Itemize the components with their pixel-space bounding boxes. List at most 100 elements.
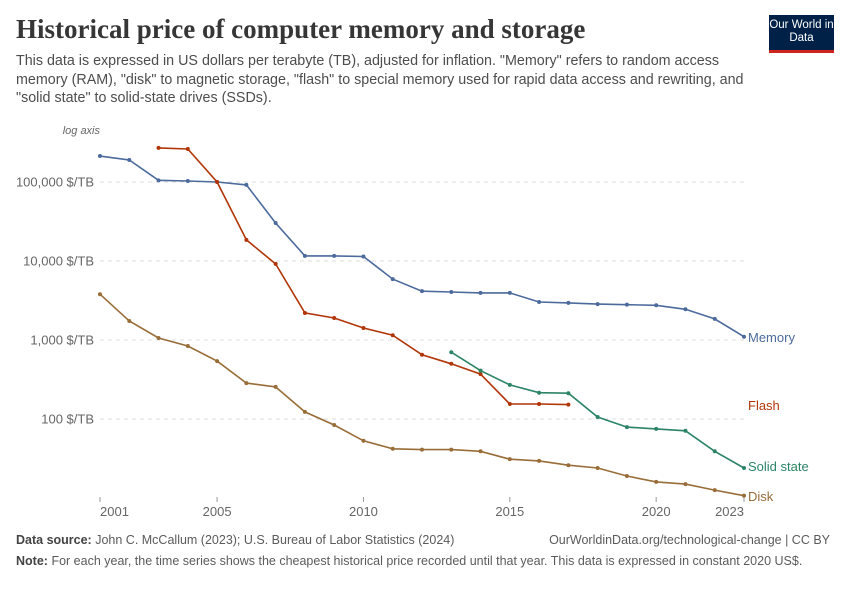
data-point <box>332 422 337 427</box>
data-point <box>507 290 512 295</box>
source-label: Data source: <box>16 533 92 547</box>
data-point <box>390 333 395 338</box>
series-label: Memory <box>748 330 795 345</box>
data-point <box>127 318 132 323</box>
data-point <box>390 446 395 451</box>
series-line-memory <box>99 155 745 338</box>
data-point <box>215 359 220 364</box>
data-point <box>624 473 629 478</box>
data-point <box>595 415 600 420</box>
data-point <box>537 401 542 406</box>
data-point <box>478 290 483 295</box>
data-point <box>683 428 688 433</box>
y-tick-label: 100 $/TB <box>41 412 94 427</box>
data-point <box>654 426 659 431</box>
data-point <box>332 315 337 320</box>
data-source: Data source: John C. McCallum (2023); U.… <box>16 533 454 547</box>
chart-subtitle: This data is expressed in US dollars per… <box>16 53 744 106</box>
data-point <box>273 220 278 225</box>
x-tick-label: 2020 <box>642 504 671 519</box>
data-point <box>712 316 717 321</box>
data-point <box>361 254 366 259</box>
data-point <box>390 277 395 282</box>
data-point <box>742 334 746 339</box>
x-tick-label: 2005 <box>203 504 232 519</box>
note-label: Note: <box>16 554 48 568</box>
data-point <box>449 290 454 295</box>
data-point <box>537 299 542 304</box>
data-point <box>449 361 454 366</box>
data-point <box>273 261 278 266</box>
data-point <box>654 303 659 308</box>
data-point <box>156 178 161 183</box>
data-point <box>449 350 454 355</box>
series-label: Flash <box>748 398 780 413</box>
data-point <box>742 465 746 470</box>
data-point <box>98 292 102 297</box>
chart-note: Note: For each year, the time series sho… <box>16 553 806 570</box>
data-point <box>712 449 717 454</box>
data-point <box>156 145 161 150</box>
data-point <box>420 289 424 294</box>
series-line-flash <box>158 147 569 406</box>
data-point <box>566 391 571 396</box>
data-point <box>478 372 483 377</box>
data-point <box>712 488 717 493</box>
data-point <box>566 300 571 305</box>
data-point <box>537 458 542 463</box>
note-text: For each year, the time series shows the… <box>51 554 803 568</box>
data-point <box>478 368 483 373</box>
data-point <box>302 253 307 258</box>
data-point <box>273 384 278 389</box>
owid-logo[interactable]: Our World in Data <box>769 15 834 53</box>
series-line-solid-state <box>450 351 745 469</box>
data-point <box>624 425 629 430</box>
data-point <box>361 438 366 443</box>
data-point <box>98 154 102 159</box>
data-point <box>566 402 571 407</box>
data-point <box>185 146 190 151</box>
y-tick-label: 1,000 $/TB <box>30 333 94 348</box>
data-point <box>595 302 600 307</box>
data-point <box>420 352 424 357</box>
data-point <box>361 325 366 330</box>
x-tick-label: 2001 <box>100 504 129 519</box>
data-point <box>595 465 600 470</box>
series-label: Disk <box>748 489 774 504</box>
data-point <box>332 253 337 258</box>
data-point <box>449 447 454 452</box>
data-point <box>185 178 190 183</box>
x-tick-label: 2015 <box>495 504 524 519</box>
data-point <box>478 449 483 454</box>
source-url-link[interactable]: OurWorldinData.org/technological-change … <box>549 533 830 547</box>
data-point <box>507 457 512 462</box>
data-point <box>654 479 659 484</box>
data-point <box>507 401 512 406</box>
data-point <box>127 157 132 162</box>
data-point <box>420 447 424 452</box>
chart-title: Historical price of computer memory and … <box>16 14 586 44</box>
data-point <box>742 493 746 498</box>
log-axis-note: log axis <box>63 125 101 137</box>
data-point <box>244 237 249 242</box>
y-tick-label: 10,000 $/TB <box>23 254 94 269</box>
data-point <box>244 381 249 386</box>
x-tick-label: 2010 <box>349 504 378 519</box>
y-tick-label: 100,000 $/TB <box>16 175 94 190</box>
data-point <box>537 390 542 395</box>
x-tick-label: 2023 <box>715 504 744 519</box>
data-point <box>215 180 220 184</box>
series-line-disk <box>99 293 745 497</box>
data-point <box>302 409 307 414</box>
series-label: Solid state <box>748 459 809 474</box>
source-text: John C. McCallum (2023); U.S. Bureau of … <box>95 533 455 547</box>
data-point <box>683 307 688 312</box>
data-point <box>507 382 512 387</box>
data-point <box>683 482 688 487</box>
data-point <box>185 343 190 348</box>
data-point <box>302 310 307 315</box>
data-point <box>244 182 249 187</box>
data-point <box>156 336 161 341</box>
